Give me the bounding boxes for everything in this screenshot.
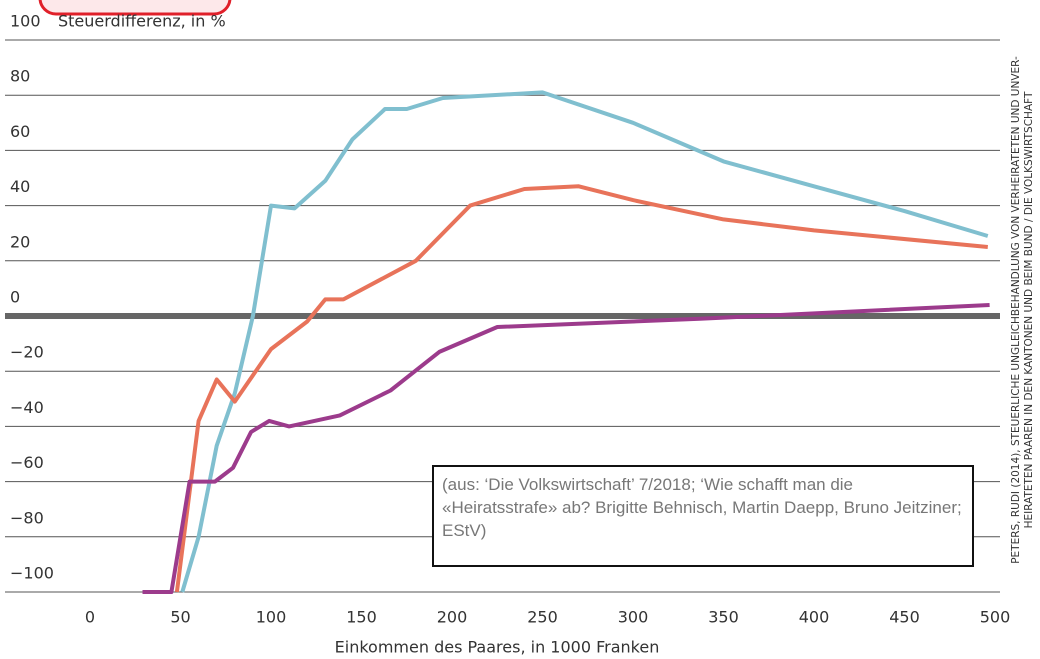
x-tick-label: 500 bbox=[980, 608, 1011, 627]
source-line: PETERS, RUDI (2014), STEUERLICHE UNGLEIC… bbox=[1010, 56, 1022, 564]
x-tick-label: 50 bbox=[170, 608, 190, 627]
y-tick-label: 80 bbox=[10, 67, 30, 86]
x-tick-label: 200 bbox=[437, 608, 468, 627]
y-tick-label: 100 bbox=[10, 12, 41, 31]
source-line: HEIRATETEN PAAREN IN DEN KANTONEN UND BE… bbox=[1023, 91, 1035, 528]
series-line bbox=[142, 303, 990, 594]
y-tick-label: −40 bbox=[10, 398, 44, 417]
series-line bbox=[174, 184, 988, 593]
x-tick-label: 400 bbox=[799, 608, 830, 627]
x-tick-label: 0 bbox=[85, 608, 95, 627]
highlight-oval bbox=[38, 0, 232, 16]
x-tick-label: 100 bbox=[256, 608, 287, 627]
chart-title: Steuerdifferenz, in % bbox=[58, 12, 226, 31]
x-tick-label: 250 bbox=[527, 608, 558, 627]
y-tick-label: −80 bbox=[10, 508, 44, 527]
y-tick-label: −100 bbox=[10, 564, 54, 583]
y-tick-label: −60 bbox=[10, 453, 44, 472]
series-line bbox=[180, 90, 989, 593]
annotation-box: (aus: ‘Die Volkswirtschaft’ 7/2018; ‘Wie… bbox=[432, 465, 974, 567]
y-tick-label: 0 bbox=[10, 288, 20, 307]
y-tick-label: 20 bbox=[10, 232, 30, 251]
y-tick-label: 60 bbox=[10, 122, 30, 141]
x-tick-label: 300 bbox=[618, 608, 649, 627]
x-tick-label: 150 bbox=[346, 608, 377, 627]
x-tick-label: 350 bbox=[708, 608, 739, 627]
x-tick-label: 450 bbox=[889, 608, 920, 627]
x-axis-label: Einkommen des Paares, in 1000 Franken bbox=[335, 638, 660, 657]
source-note: PETERS, RUDI (2014), STEUERLICHE UNGLEIC… bbox=[1010, 56, 1035, 564]
y-tick-label: 40 bbox=[10, 177, 30, 196]
y-tick-label: −20 bbox=[10, 343, 44, 362]
